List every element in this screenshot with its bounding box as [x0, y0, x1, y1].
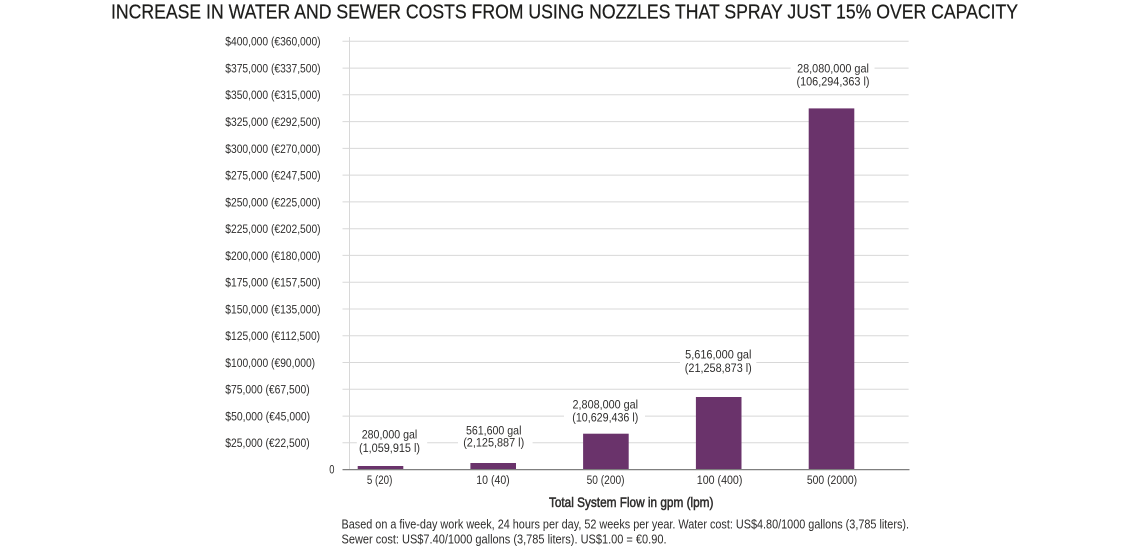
svg-text:$75,000 (€67,500): $75,000 (€67,500) [225, 383, 309, 397]
svg-text:$350,000 (€315,000): $350,000 (€315,000) [225, 88, 320, 102]
svg-text:50 (200): 50 (200) [587, 473, 625, 487]
svg-text:10 (40): 10 (40) [476, 473, 509, 487]
svg-text:$100,000 (€90,000): $100,000 (€90,000) [225, 356, 315, 370]
svg-text:(2,125,887 l): (2,125,887 l) [463, 436, 524, 450]
svg-text:100 (400): 100 (400) [697, 473, 743, 487]
svg-text:0: 0 [329, 463, 334, 477]
svg-text:2,808,000 gal: 2,808,000 gal [573, 398, 639, 412]
svg-text:280,000 gal: 280,000 gal [362, 428, 418, 442]
svg-text:28,080,000 gal: 28,080,000 gal [797, 61, 869, 75]
svg-text:$400,000 (€360,000): $400,000 (€360,000) [225, 35, 320, 49]
svg-text:$325,000 (€292,500): $325,000 (€292,500) [225, 115, 320, 129]
svg-text:5,616,000 gal: 5,616,000 gal [685, 348, 751, 362]
svg-text:$300,000 (€270,000): $300,000 (€270,000) [225, 142, 320, 156]
svg-text:Total System Flow in gpm (lpm): Total System Flow in gpm (lpm) [549, 494, 714, 510]
svg-text:5 (20): 5 (20) [367, 473, 393, 487]
svg-text:$275,000 (€247,500): $275,000 (€247,500) [225, 169, 320, 183]
svg-text:$225,000 (€202,500): $225,000 (€202,500) [225, 222, 320, 236]
svg-text:$200,000 (€180,000): $200,000 (€180,000) [225, 249, 320, 263]
svg-text:561,600 gal: 561,600 gal [466, 424, 522, 438]
svg-text:INCREASE IN WATER AND SEWER CO: INCREASE IN WATER AND SEWER COSTS FROM U… [111, 1, 1018, 24]
svg-text:$175,000 (€157,500): $175,000 (€157,500) [225, 276, 320, 290]
svg-text:$150,000 (€135,000): $150,000 (€135,000) [225, 302, 320, 316]
svg-text:$250,000 (€225,000): $250,000 (€225,000) [225, 195, 320, 209]
svg-text:$375,000 (€337,500): $375,000 (€337,500) [225, 62, 320, 76]
svg-text:Sewer cost: US$7.40/1000 gallo: Sewer cost: US$7.40/1000 gallons (3,785 … [342, 533, 667, 547]
svg-text:$125,000 (€112,500): $125,000 (€112,500) [225, 329, 320, 343]
svg-text:Based on a five-day work week,: Based on a five-day work week, 24 hours … [342, 518, 910, 532]
svg-text:(1,059,915 l): (1,059,915 l) [359, 441, 420, 455]
svg-text:$50,000 (€45,000): $50,000 (€45,000) [225, 410, 310, 424]
svg-text:(106,294,363 l): (106,294,363 l) [797, 74, 870, 88]
svg-text:500 (2000): 500 (2000) [807, 473, 857, 487]
svg-text:$25,000 (€22,500): $25,000 (€22,500) [225, 436, 309, 450]
svg-text:(10,629,436 l): (10,629,436 l) [572, 410, 638, 424]
svg-text:(21,258,873 l): (21,258,873 l) [685, 361, 752, 375]
